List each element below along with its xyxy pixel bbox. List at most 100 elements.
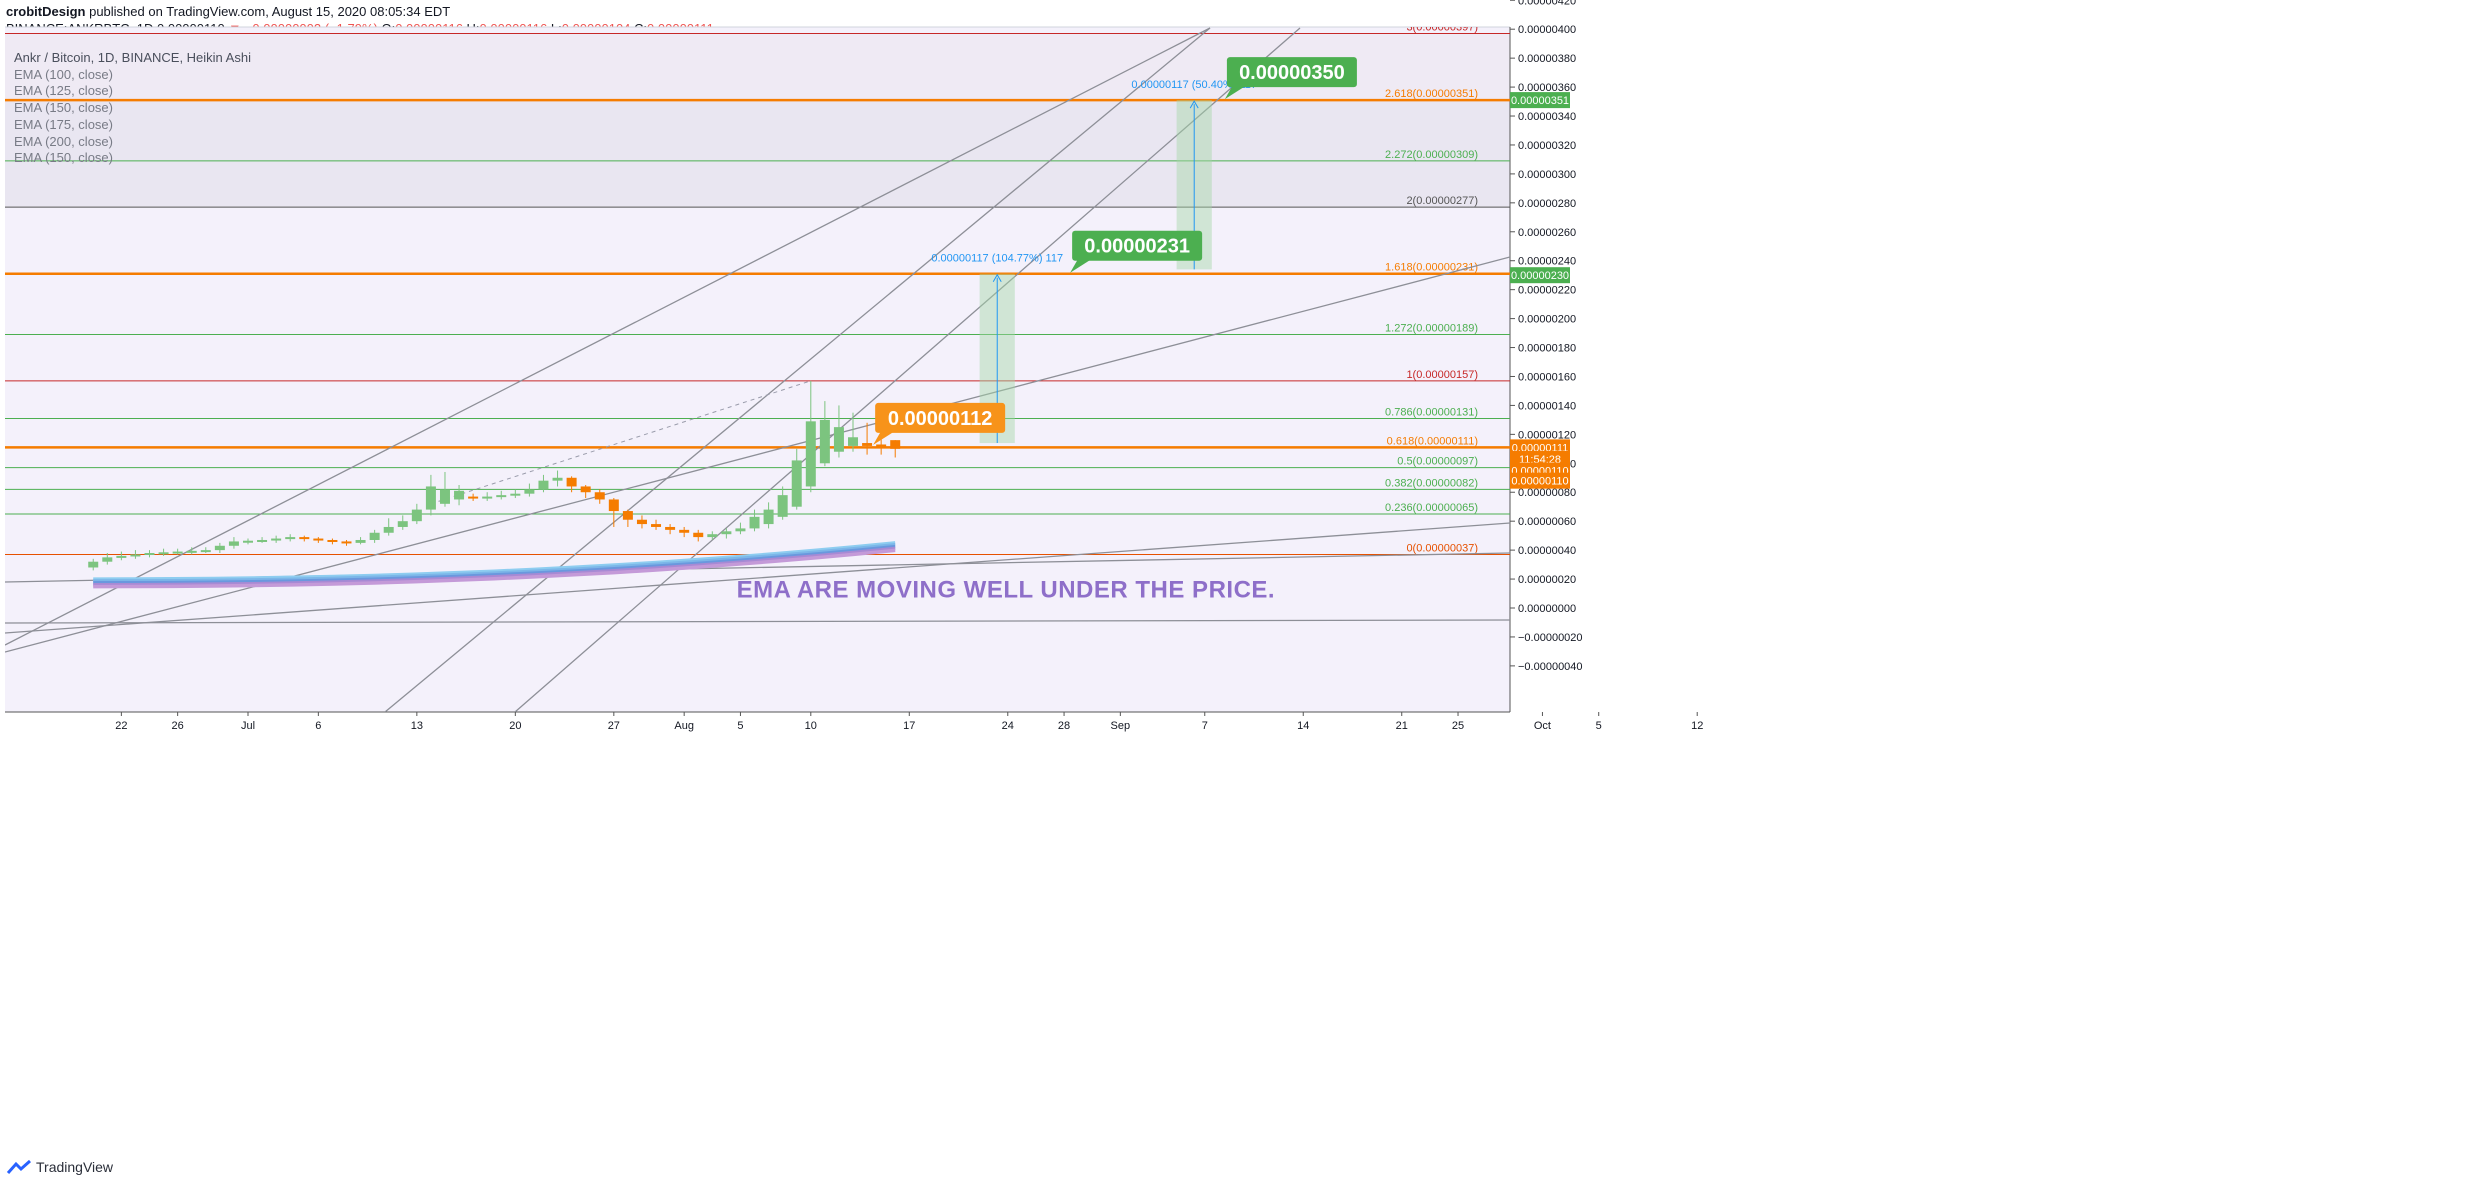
price-tag-label: 0.00000110 — [1511, 476, 1568, 488]
candle-body — [144, 553, 155, 556]
publish-info: crobitDesign published on TradingView.co… — [6, 4, 450, 19]
candle-body — [411, 509, 422, 522]
measure-label: 0.00000117 (104.77%) 117 — [931, 253, 1063, 265]
time-tick-label: 14 — [1297, 720, 1309, 732]
legend-indicator[interactable]: EMA (200, close) — [14, 133, 113, 149]
trend-line — [5, 619, 1510, 624]
fib-level-label: 1.618(0.00000231) — [1385, 262, 1478, 274]
tradingview-logo-icon — [6, 1159, 31, 1174]
price-tick-label: 0.00000240 — [1518, 256, 1576, 268]
price-tick-label: −0.00000040 — [1518, 661, 1583, 673]
candle-body — [285, 537, 296, 540]
time-tick-label: 25 — [1452, 720, 1464, 732]
trend-line — [384, 27, 1211, 712]
candle-body — [693, 532, 704, 538]
time-tick-label: 27 — [608, 720, 620, 732]
ema-line — [93, 544, 896, 585]
price-tick-label: 0.00000060 — [1518, 516, 1576, 528]
candle-body — [735, 528, 746, 532]
candle-body — [116, 555, 127, 558]
candle-body — [172, 551, 183, 554]
callout-pointer — [873, 430, 896, 445]
candle-body — [439, 489, 450, 504]
candle-body — [214, 545, 225, 551]
time-tick-label: Aug — [674, 720, 694, 732]
legend-indicator[interactable]: EMA (100, close) — [14, 66, 113, 82]
price-tick-label: 0.00000280 — [1518, 198, 1576, 210]
candle-body — [679, 529, 690, 533]
time-tick-label: 26 — [172, 720, 184, 732]
measure-label: 0.00000117 (50.40%) 117 — [1131, 79, 1257, 91]
candle-body — [158, 552, 169, 555]
ema-line — [93, 548, 896, 589]
candle-body — [299, 537, 310, 540]
legend-indicator[interactable]: EMA (175, close) — [14, 116, 113, 132]
price-tick-label: 0.00000160 — [1518, 371, 1576, 383]
trend-line — [514, 27, 1301, 712]
candle-body — [791, 460, 802, 507]
time-tick-label: 20 — [509, 720, 521, 732]
chart-annotation: EMA ARE MOVING WELL UNDER THE PRICE. — [737, 577, 1275, 604]
callout-label: 0.00000350 — [1239, 62, 1345, 84]
candle-body — [566, 477, 577, 487]
price-tag — [1510, 472, 1570, 489]
measure-arrowhead — [1189, 100, 1199, 109]
candle-body — [763, 509, 774, 525]
fib-level-label: 1(0.00000157) — [1406, 369, 1478, 381]
candle-body — [608, 499, 619, 512]
legend-indicator[interactable]: EMA (150, close) — [14, 150, 113, 166]
callout-label: 0.00000112 — [888, 408, 993, 430]
trend-line — [5, 27, 1211, 646]
candle-body — [228, 541, 239, 546]
candle-body — [102, 557, 113, 562]
candle-body — [580, 486, 591, 493]
candle-body — [355, 539, 366, 543]
candle-body — [777, 495, 788, 517]
candle-body — [524, 489, 535, 494]
candle-body — [707, 534, 718, 538]
price-tag-label: 0.00000351 — [1511, 95, 1569, 107]
legend-indicator[interactable]: EMA (150, close) — [14, 100, 113, 116]
candle-body — [243, 540, 253, 543]
time-tick-label: 24 — [1002, 720, 1014, 732]
fib-band — [5, 100, 1510, 208]
price-tick-label: 0.00000360 — [1518, 82, 1576, 94]
projection-line — [430, 380, 811, 505]
fib-level-label: 0.382(0.00000082) — [1385, 477, 1478, 489]
published-text: published on TradingView.com, August 15,… — [89, 4, 451, 19]
price-tag — [1510, 267, 1570, 284]
candle-body — [665, 526, 676, 530]
candle-body — [397, 521, 408, 527]
candle-body — [622, 511, 633, 520]
candle-body — [425, 486, 436, 510]
candle-body — [552, 477, 563, 481]
tradingview-branding[interactable]: TradingView — [6, 1159, 113, 1175]
price-tick-label: 0.00000180 — [1518, 343, 1576, 355]
time-tick-label: 10 — [805, 720, 817, 732]
candle-body — [805, 421, 816, 487]
candle-body — [186, 550, 197, 553]
candle-body — [341, 541, 352, 544]
time-tick-label: 12 — [1691, 720, 1703, 732]
price-tick-label: 0.00000320 — [1518, 140, 1576, 152]
legend-indicator[interactable]: EMA (125, close) — [14, 83, 113, 99]
candle-body — [848, 437, 859, 446]
candle-body — [890, 440, 901, 449]
author-name[interactable]: crobitDesign — [6, 4, 86, 19]
candle-body — [88, 561, 99, 568]
candle-body — [130, 554, 141, 557]
price-tick-label: 0.00000260 — [1518, 227, 1576, 239]
candle-body — [636, 519, 647, 525]
measure-arrowhead — [992, 273, 1002, 282]
ema-line — [93, 543, 896, 583]
chart-legend: Ankr / Bitcoin, 1D, BINANCE, Heikin Ashi… — [14, 50, 251, 167]
candle-body — [496, 495, 507, 498]
callout-label: 0.00000231 — [1084, 236, 1190, 258]
candle-body — [468, 496, 479, 499]
candle-body — [313, 538, 324, 541]
fib-level-label: 0.618(0.00000111) — [1387, 435, 1478, 447]
fib-level-label: 0(0.00000037) — [1406, 542, 1478, 554]
price-tick-label: 0.00000140 — [1518, 400, 1576, 412]
callout-pointer — [1224, 85, 1247, 100]
